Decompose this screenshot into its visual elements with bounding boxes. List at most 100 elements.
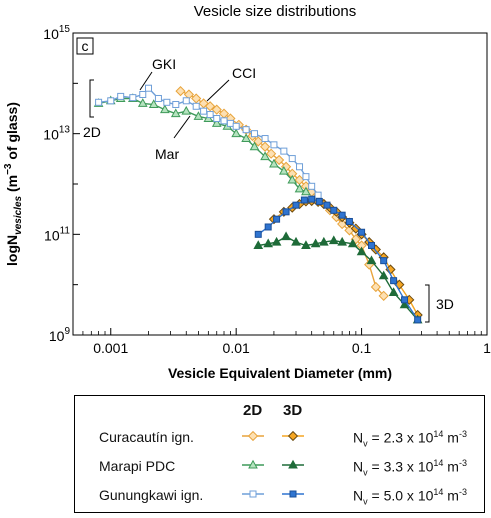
data-point — [300, 196, 308, 204]
data-point — [294, 183, 305, 193]
x-axis: 0.001 0.01 0.1 1 — [82, 328, 491, 356]
plot-area — [72, 32, 488, 336]
data-point — [139, 90, 147, 98]
legend-marker — [288, 459, 298, 469]
data-point — [323, 201, 331, 209]
x-tick-label: 0.1 — [352, 340, 372, 356]
data-point — [231, 128, 242, 138]
data-point — [308, 182, 316, 190]
data-point — [337, 236, 348, 246]
data-point — [291, 236, 301, 246]
data-point — [182, 97, 190, 105]
legend-marker — [289, 490, 297, 498]
y-axis: 109 1011 1013 1015 — [43, 24, 80, 344]
data-point — [269, 158, 279, 168]
data-point — [163, 98, 171, 106]
legend-head-2d: 2D — [243, 402, 263, 419]
y-axis-label: logNvesicles (m−3 of glass) — [3, 102, 24, 266]
data-point — [308, 195, 316, 203]
annotations: GKI CCI Mar 2D 3D — [83, 56, 454, 323]
data-point — [302, 173, 310, 181]
data-point — [279, 165, 289, 175]
legend: 2D 3D Curacautín ign. Marapi PDC Gunungk… — [74, 395, 485, 513]
data-point — [175, 86, 186, 97]
gki-leader — [139, 71, 153, 91]
legend-marker — [248, 459, 258, 469]
mar-leader — [173, 115, 191, 139]
legend-name-marapi: Marapi PDC — [99, 458, 176, 474]
vesicle-size-chart: Vesicle size distributions c 0.001 0.01 0.… — [3, 3, 491, 381]
data-point — [356, 246, 367, 256]
data-point — [226, 119, 234, 127]
legend-nv-gunungkawi: Nv = 5.0 x 1014 m-3 — [353, 487, 467, 507]
data-point — [253, 240, 264, 249]
data-point — [345, 217, 353, 225]
data-point — [378, 270, 389, 280]
data-point — [390, 277, 398, 285]
data-point — [330, 206, 338, 214]
legend-head-3d: 3D — [283, 402, 303, 419]
data-point — [145, 84, 153, 92]
series-5 — [254, 195, 422, 324]
data-point — [249, 141, 260, 151]
data-point — [301, 186, 311, 196]
data-point — [200, 107, 208, 115]
data-point — [347, 238, 358, 248]
data-point — [388, 287, 399, 296]
legend-nv-marapi: Nv = 3.3 x 1014 m-3 — [353, 458, 467, 478]
series-4 — [95, 84, 322, 199]
data-point — [129, 94, 137, 102]
data-point — [107, 97, 115, 105]
legend-marker — [287, 430, 299, 442]
x-tick-label: 0.01 — [223, 340, 250, 356]
data-point — [358, 228, 366, 236]
data-point — [154, 94, 162, 102]
annotation-cci: CCI — [232, 65, 256, 81]
series-1 — [268, 195, 423, 321]
data-point — [301, 240, 311, 249]
data-point — [254, 230, 262, 238]
legend-name-gunungkawi: Gunungkawi ign. — [99, 487, 204, 503]
data-point — [281, 231, 291, 241]
cci-leader — [206, 79, 230, 102]
series-3 — [253, 231, 423, 324]
data-point — [181, 105, 192, 115]
annotation-3d: 3D — [436, 296, 454, 312]
plot-frame — [72, 32, 488, 336]
data-point — [205, 101, 216, 112]
y-tick-label: 109 — [49, 326, 71, 344]
x-tick-label: 1 — [483, 340, 491, 356]
data-point — [160, 104, 170, 114]
data-point — [213, 115, 221, 123]
data-point — [315, 197, 323, 205]
data-point — [366, 255, 377, 265]
bracket-3d — [425, 284, 430, 323]
y-tick-label: 1013 — [43, 125, 70, 143]
annotation-2d: 2D — [83, 124, 101, 140]
data-point — [380, 257, 388, 265]
data-point — [170, 108, 181, 118]
data-point — [95, 98, 103, 106]
data-point — [260, 151, 270, 161]
data-point — [192, 102, 200, 110]
data-point — [253, 136, 264, 147]
data-point — [242, 126, 250, 134]
data-point — [270, 141, 278, 149]
y-tick-label: 1015 — [43, 24, 70, 42]
data-point — [232, 122, 240, 130]
legend-nv-curacautin: Nv = 2.3 x 1014 m-3 — [353, 429, 467, 449]
x-tick-label: 0.001 — [93, 340, 128, 356]
data-point — [241, 133, 251, 143]
legend-symbols — [242, 430, 304, 498]
data-point — [193, 111, 204, 120]
data-point — [314, 191, 322, 199]
data-point — [401, 296, 409, 304]
data-point — [368, 241, 376, 249]
data-point — [414, 316, 422, 324]
chart-title: Vesicle size distributions — [194, 3, 357, 20]
y-tick-label: 1011 — [44, 225, 70, 243]
data-point — [261, 135, 269, 143]
data-point — [211, 118, 222, 127]
data-point — [350, 223, 361, 234]
data-point — [280, 147, 288, 155]
